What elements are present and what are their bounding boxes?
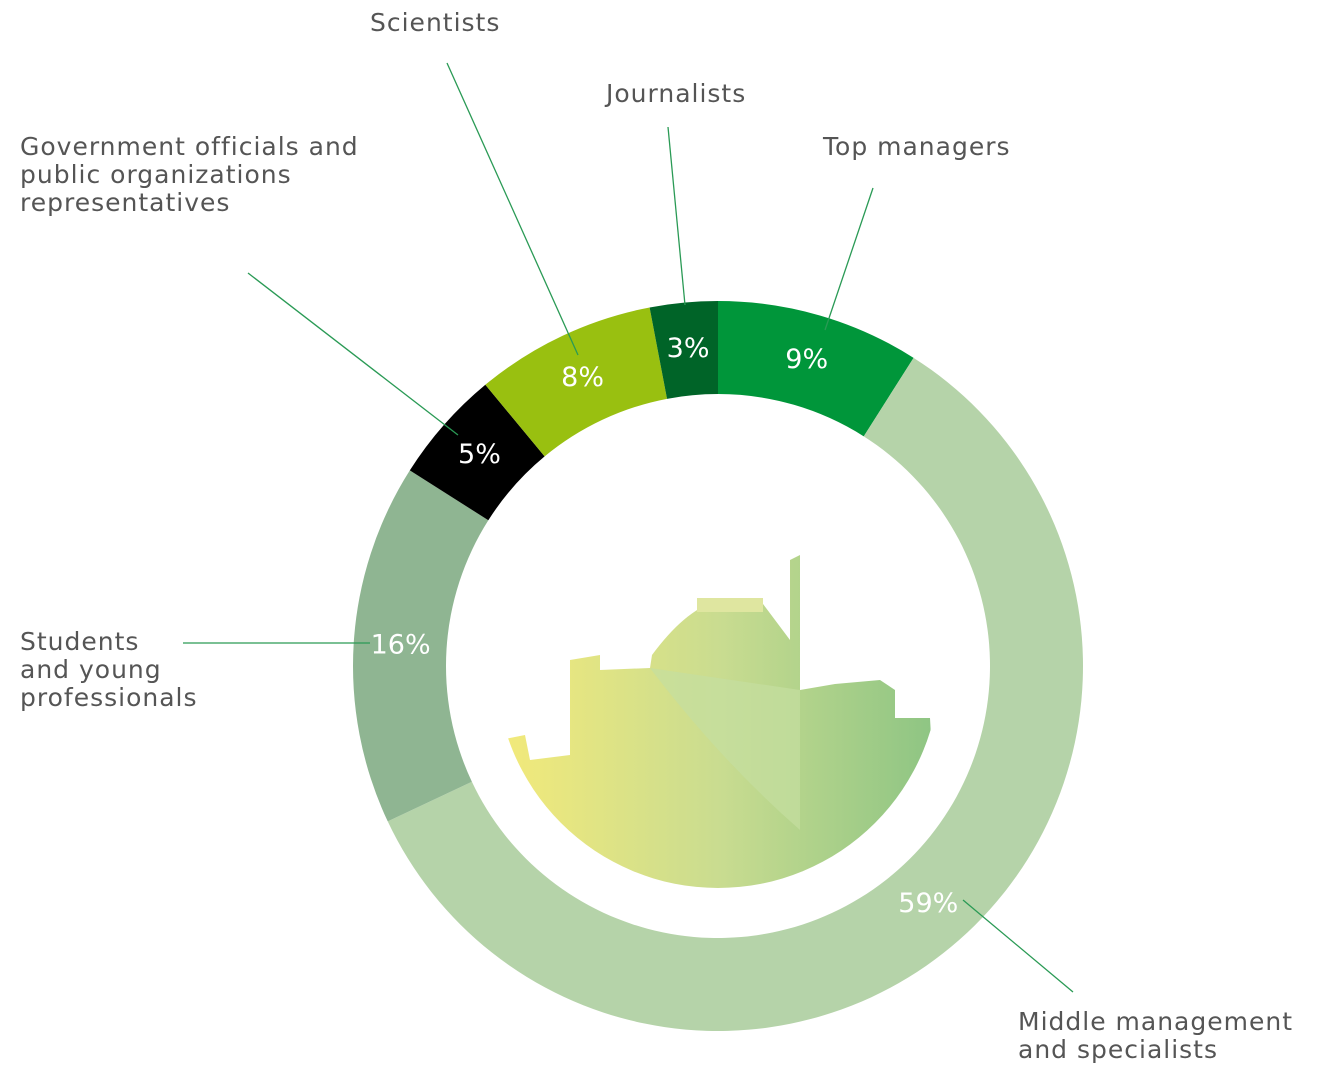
donut-segment: [485, 307, 668, 457]
value-label: 16%: [371, 630, 431, 661]
category-label: Government officials and public organiza…: [20, 132, 359, 217]
category-label: Middle management and specialists: [1018, 1007, 1293, 1064]
donut-segment: [409, 384, 545, 521]
leader-line: [667, 126, 686, 306]
leader-line: [446, 62, 579, 356]
leader-line: [962, 899, 1074, 993]
donut-segment: [387, 357, 1084, 1031]
category-label: Students and young professionals: [20, 627, 198, 712]
value-label: 59%: [898, 888, 958, 919]
category-label: Top managers: [823, 132, 1011, 161]
category-label: Scientists: [370, 8, 501, 37]
value-label: 5%: [458, 439, 501, 470]
donut-segment: [718, 301, 914, 437]
value-label: 3%: [667, 333, 710, 364]
plant-illustration: [500, 555, 940, 888]
category-label: Journalists: [606, 79, 747, 108]
donut-segment: [353, 470, 489, 822]
leader-line: [824, 187, 874, 331]
value-label: 8%: [561, 362, 604, 393]
donut-segment: [649, 301, 718, 399]
leader-line: [247, 272, 459, 436]
value-label: 9%: [785, 344, 828, 375]
